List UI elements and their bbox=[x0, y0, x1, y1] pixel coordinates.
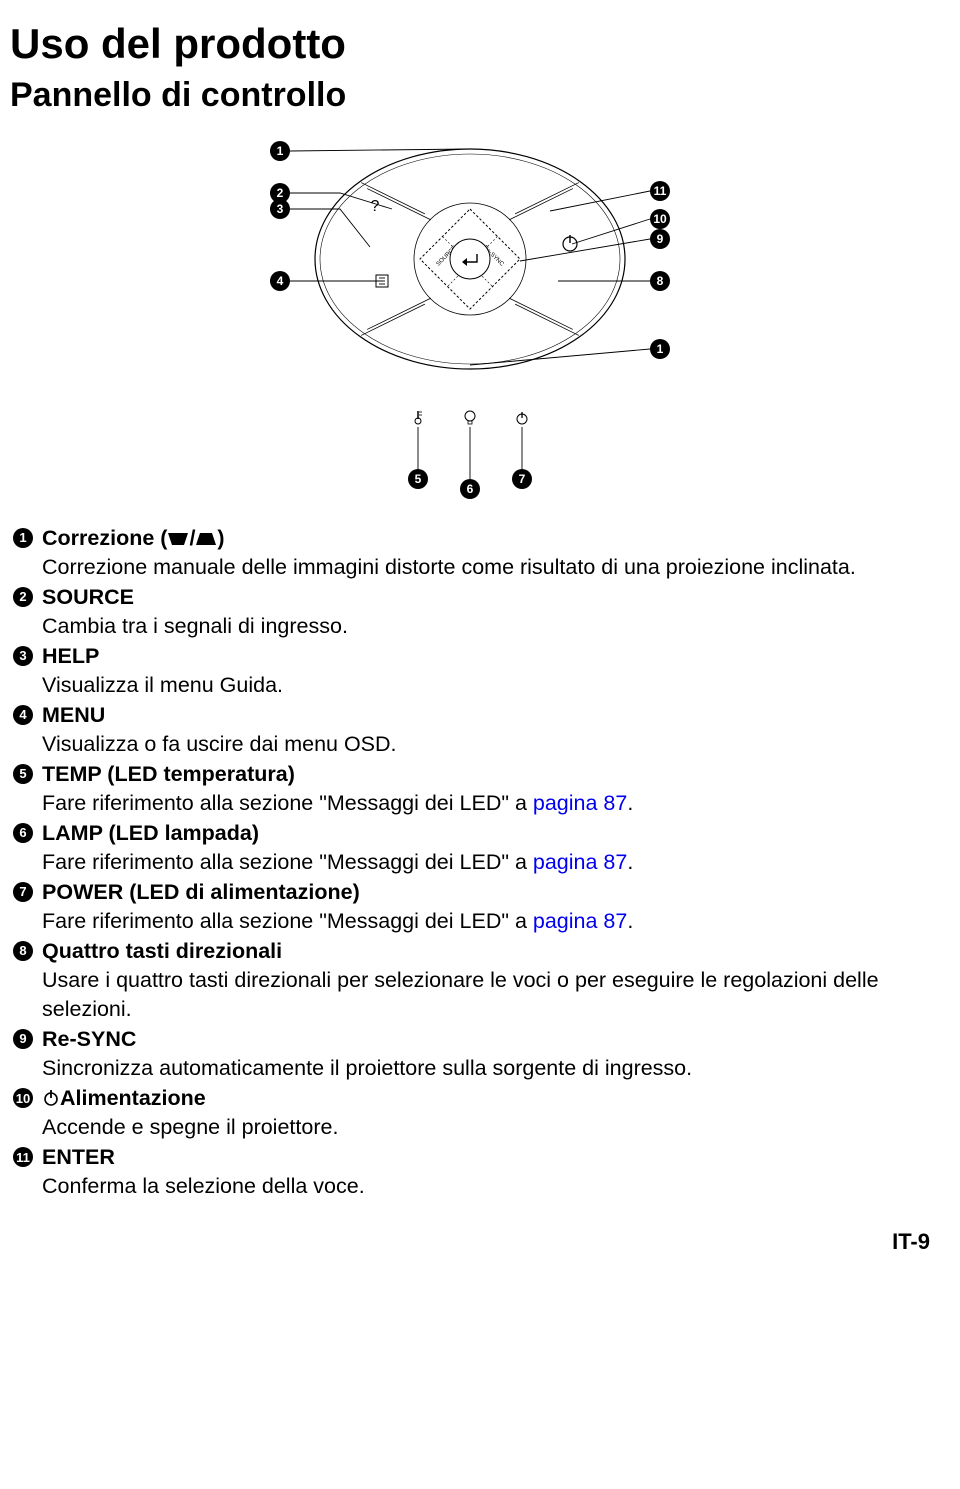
control-panel-diagram: SOURCERe-SYNC?12341110981567 bbox=[160, 129, 780, 514]
legend-item-desc: Fare riferimento alla sezione "Messaggi … bbox=[42, 907, 930, 936]
legend-number-badge: 6 bbox=[10, 819, 36, 877]
legend-item-title: TEMP (LED temperatura) bbox=[42, 760, 930, 789]
page-title: Uso del prodotto bbox=[10, 20, 930, 68]
legend-item-body: MENUVisualizza o fa uscire dai menu OSD. bbox=[36, 701, 930, 759]
legend-item-desc: Visualizza il menu Guida. bbox=[42, 671, 930, 700]
legend-item-desc: Usare i quattro tasti direzionali per se… bbox=[42, 966, 930, 1024]
page-ref-link[interactable]: pagina 87 bbox=[533, 909, 627, 933]
legend-number-badge: 5 bbox=[10, 760, 36, 818]
legend-number-badge: 8 bbox=[10, 937, 36, 1024]
svg-text:?: ? bbox=[371, 198, 380, 215]
svg-text:4: 4 bbox=[277, 274, 284, 288]
legend-item-body: AlimentazioneAccende e spegne il proiett… bbox=[36, 1084, 930, 1142]
page-footer: IT-9 bbox=[10, 1229, 930, 1255]
svg-text:7: 7 bbox=[519, 472, 526, 486]
legend-item-body: Correzione (/)Correzione manuale delle i… bbox=[36, 524, 930, 582]
legend-item-title: SOURCE bbox=[42, 583, 930, 612]
legend-item-body: SOURCECambia tra i segnali di ingresso. bbox=[36, 583, 930, 641]
legend-item-body: HELPVisualizza il menu Guida. bbox=[36, 642, 930, 700]
legend-number-badge: 11 bbox=[10, 1143, 36, 1201]
svg-text:6: 6 bbox=[467, 482, 474, 496]
legend-item: 6LAMP (LED lampada)Fare riferimento alla… bbox=[10, 819, 930, 877]
legend-item-title: Re-SYNC bbox=[42, 1025, 930, 1054]
legend-number-badge: 9 bbox=[10, 1025, 36, 1083]
svg-text:3: 3 bbox=[277, 202, 284, 216]
legend-number-badge: 3 bbox=[10, 642, 36, 700]
legend-item-title: POWER (LED di alimentazione) bbox=[42, 878, 930, 907]
legend-item: 10AlimentazioneAccende e spegne il proie… bbox=[10, 1084, 930, 1142]
legend-item: 4MENUVisualizza o fa uscire dai menu OSD… bbox=[10, 701, 930, 759]
svg-text:2: 2 bbox=[277, 186, 284, 200]
svg-text:1: 1 bbox=[277, 144, 284, 158]
legend-item-body: POWER (LED di alimentazione)Fare riferim… bbox=[36, 878, 930, 936]
svg-text:8: 8 bbox=[657, 274, 664, 288]
legend-item-title: Alimentazione bbox=[42, 1084, 930, 1113]
diagram-container: SOURCERe-SYNC?12341110981567 bbox=[10, 129, 930, 514]
legend-item-body: ENTERConferma la selezione della voce. bbox=[36, 1143, 930, 1201]
legend-item-desc: Sincronizza automaticamente il proiettor… bbox=[42, 1054, 930, 1083]
legend-item: 9Re-SYNCSincronizza automaticamente il p… bbox=[10, 1025, 930, 1083]
legend-item-body: TEMP (LED temperatura)Fare riferimento a… bbox=[36, 760, 930, 818]
legend-item: 3HELPVisualizza il menu Guida. bbox=[10, 642, 930, 700]
legend-item: 5TEMP (LED temperatura)Fare riferimento … bbox=[10, 760, 930, 818]
legend-item-title: LAMP (LED lampada) bbox=[42, 819, 930, 848]
legend-item-title: Correzione (/) bbox=[42, 524, 930, 553]
page-ref-link[interactable]: pagina 87 bbox=[533, 850, 627, 874]
legend-item-title: ENTER bbox=[42, 1143, 930, 1172]
legend-number-badge: 10 bbox=[10, 1084, 36, 1142]
legend-item-title: HELP bbox=[42, 642, 930, 671]
legend-item-desc: Conferma la selezione della voce. bbox=[42, 1172, 930, 1201]
legend-item-desc: Correzione manuale delle immagini distor… bbox=[42, 553, 930, 582]
legend-item: 1Correzione (/)Correzione manuale delle … bbox=[10, 524, 930, 582]
legend-item: 2SOURCECambia tra i segnali di ingresso. bbox=[10, 583, 930, 641]
legend-list: 1Correzione (/)Correzione manuale delle … bbox=[10, 524, 930, 1201]
legend-item-body: LAMP (LED lampada)Fare riferimento alla … bbox=[36, 819, 930, 877]
legend-number-badge: 7 bbox=[10, 878, 36, 936]
svg-text:10: 10 bbox=[653, 212, 667, 226]
section-subtitle: Pannello di controllo bbox=[10, 76, 930, 115]
legend-item: 11ENTERConferma la selezione della voce. bbox=[10, 1143, 930, 1201]
legend-item-desc: Accende e spegne il proiettore. bbox=[42, 1113, 930, 1142]
legend-number-badge: 4 bbox=[10, 701, 36, 759]
svg-text:1: 1 bbox=[657, 342, 664, 356]
legend-item-body: Quattro tasti direzionaliUsare i quattro… bbox=[36, 937, 930, 1024]
legend-item-title: MENU bbox=[42, 701, 930, 730]
legend-number-badge: 1 bbox=[10, 524, 36, 582]
legend-item-desc: Cambia tra i segnali di ingresso. bbox=[42, 612, 930, 641]
legend-number-badge: 2 bbox=[10, 583, 36, 641]
legend-item: 8Quattro tasti direzionaliUsare i quattr… bbox=[10, 937, 930, 1024]
legend-item-desc: Fare riferimento alla sezione "Messaggi … bbox=[42, 789, 930, 818]
svg-text:5: 5 bbox=[415, 472, 422, 486]
legend-item: 7POWER (LED di alimentazione)Fare riferi… bbox=[10, 878, 930, 936]
svg-text:9: 9 bbox=[657, 232, 664, 246]
legend-item-body: Re-SYNCSincronizza automaticamente il pr… bbox=[36, 1025, 930, 1083]
legend-item-title: Quattro tasti direzionali bbox=[42, 937, 930, 966]
legend-item-desc: Fare riferimento alla sezione "Messaggi … bbox=[42, 848, 930, 877]
svg-text:11: 11 bbox=[654, 184, 667, 198]
page-ref-link[interactable]: pagina 87 bbox=[533, 791, 627, 815]
legend-item-desc: Visualizza o fa uscire dai menu OSD. bbox=[42, 730, 930, 759]
